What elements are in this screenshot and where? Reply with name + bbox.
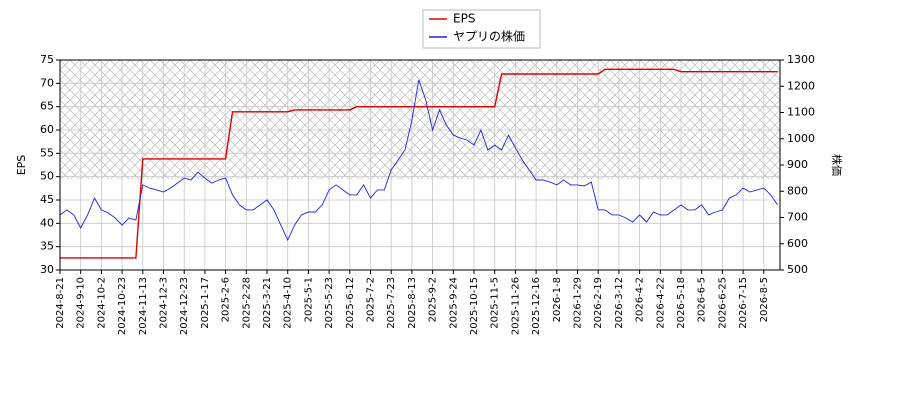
x-tick-label: 2025-10-15 bbox=[469, 277, 480, 335]
y-tick-label: 35 bbox=[40, 240, 54, 253]
x-tick-label: 2024-12-3 bbox=[159, 277, 170, 329]
y2-tick-label: 500 bbox=[787, 263, 808, 276]
y2-tick-label: 800 bbox=[787, 184, 808, 197]
x-tick-label: 2024-8-21 bbox=[55, 277, 66, 329]
y2-tick-label: 700 bbox=[787, 211, 808, 224]
x-tick-label: 2025-2-6 bbox=[221, 277, 232, 322]
legend: EPS ヤプリの株価 bbox=[422, 9, 541, 49]
y-tick-label: 55 bbox=[40, 146, 54, 159]
x-tick-label: 2025-7-23 bbox=[386, 277, 397, 329]
y2-tick-label: 900 bbox=[787, 158, 808, 171]
x-tick-label: 2025-11-26 bbox=[510, 277, 521, 335]
y-tick-label: 60 bbox=[40, 123, 54, 136]
x-tick-label: 2025-4-10 bbox=[283, 277, 294, 329]
series-line bbox=[60, 68, 778, 259]
x-tick-label: 2025-11-5 bbox=[490, 277, 501, 329]
y2-tick-label: 600 bbox=[787, 237, 808, 250]
y-tick-label: 40 bbox=[40, 216, 54, 229]
x-tick-label: 2026-2-19 bbox=[593, 277, 604, 329]
plot-frame bbox=[59, 59, 781, 271]
hatched-region bbox=[60, 60, 780, 179]
x-tick-label: 2025-1-17 bbox=[200, 277, 211, 329]
x-tick-label: 2024-11-13 bbox=[138, 277, 149, 335]
x-tick-label: 2024-9-10 bbox=[76, 277, 87, 329]
x-tick-label: 2026-1-8 bbox=[552, 277, 563, 322]
x-tick-label: 2025-5-1 bbox=[303, 277, 314, 322]
x-tick-label: 2025-2-28 bbox=[241, 277, 252, 329]
x-tick-label: 2026-1-29 bbox=[573, 277, 584, 329]
x-tick-label: 2025-9-24 bbox=[448, 277, 459, 329]
x-tick-label: 2026-6-25 bbox=[717, 277, 728, 329]
y2-tick-label: 1300 bbox=[787, 53, 815, 66]
legend-label: ヤプリの株価 bbox=[453, 29, 525, 44]
x-tick-label: 2026-6-5 bbox=[697, 277, 708, 322]
x-tick-label: 2024-10-2 bbox=[96, 277, 107, 329]
x-tick-label: 2026-3-12 bbox=[614, 277, 625, 329]
x-tick-label: 2026-4-2 bbox=[635, 277, 646, 322]
y2-tick-label: 1200 bbox=[787, 79, 815, 92]
y2-tick-label: 1000 bbox=[787, 132, 815, 145]
y-tick-label: 30 bbox=[40, 263, 54, 276]
x-tick-label: 2025-6-12 bbox=[345, 277, 356, 329]
y-tick-label: 50 bbox=[40, 170, 54, 183]
x-tick-label: 2025-8-13 bbox=[407, 277, 418, 329]
y-tick-label: 75 bbox=[40, 53, 54, 66]
x-tick-label: 2025-7-2 bbox=[366, 277, 377, 322]
x-tick-label: 2024-12-23 bbox=[179, 277, 190, 335]
y2-tick-label: 1100 bbox=[787, 106, 815, 119]
x-tick-label: 2026-7-15 bbox=[738, 277, 749, 329]
x-tick-label: 2026-8-5 bbox=[759, 277, 770, 322]
x-tick-label: 2026-5-18 bbox=[676, 277, 687, 329]
y-tick-label: 65 bbox=[40, 100, 54, 113]
y-tick-label: 45 bbox=[40, 193, 54, 206]
legend-box bbox=[422, 9, 541, 49]
x-tick-label: 2025-9-2 bbox=[428, 277, 439, 322]
y-axis-label: EPS bbox=[15, 155, 28, 176]
series-line bbox=[59, 79, 778, 242]
x-tick-label: 2025-3-21 bbox=[262, 277, 273, 329]
y2-axis-label: 株価 bbox=[830, 154, 844, 176]
x-tick-label: 2025-12-16 bbox=[531, 277, 542, 335]
x-tick-label: 2024-10-23 bbox=[117, 277, 128, 335]
x-tick-label: 2025-5-23 bbox=[324, 277, 335, 329]
y-tick-label: 70 bbox=[40, 76, 54, 89]
legend-label: EPS bbox=[453, 12, 475, 26]
x-tick-label: 2026-4-22 bbox=[655, 277, 666, 329]
